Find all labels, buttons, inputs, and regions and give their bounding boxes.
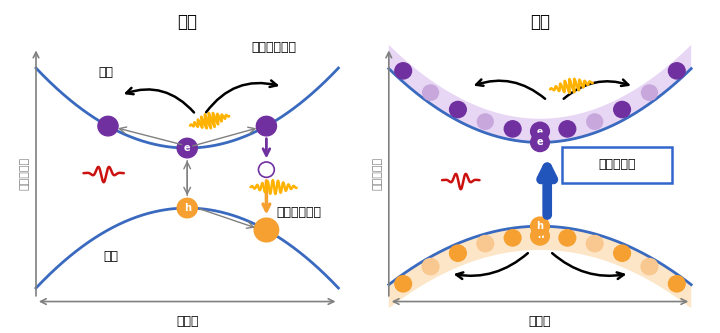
Text: バンド内電流: バンド内電流 xyxy=(251,41,296,54)
Text: 運動量: 運動量 xyxy=(528,315,552,328)
Circle shape xyxy=(613,102,631,118)
Circle shape xyxy=(559,230,576,246)
Circle shape xyxy=(531,217,549,235)
Circle shape xyxy=(642,85,657,100)
Circle shape xyxy=(531,227,549,245)
Text: h: h xyxy=(184,203,191,213)
Circle shape xyxy=(587,114,603,129)
Text: e: e xyxy=(184,143,191,153)
Circle shape xyxy=(423,85,438,100)
Text: 電子: 電子 xyxy=(98,66,113,79)
Text: 非線形励起: 非線形励起 xyxy=(598,158,636,171)
Circle shape xyxy=(586,235,603,252)
Circle shape xyxy=(98,116,118,136)
Circle shape xyxy=(449,102,467,118)
Text: 今回: 今回 xyxy=(530,13,550,31)
Text: バンド間分極: バンド間分極 xyxy=(276,206,322,219)
Circle shape xyxy=(177,198,197,218)
Circle shape xyxy=(449,245,467,261)
Polygon shape xyxy=(389,45,691,143)
Circle shape xyxy=(668,276,685,292)
Circle shape xyxy=(531,122,549,141)
Circle shape xyxy=(254,218,279,242)
Text: e: e xyxy=(537,127,543,136)
Circle shape xyxy=(422,258,439,275)
Text: エネルギー: エネルギー xyxy=(372,157,382,190)
Text: h: h xyxy=(536,221,544,231)
Circle shape xyxy=(477,235,494,252)
Circle shape xyxy=(613,245,631,261)
Circle shape xyxy=(395,276,412,292)
Text: e: e xyxy=(536,138,544,148)
Circle shape xyxy=(531,134,549,152)
Polygon shape xyxy=(389,226,691,308)
Circle shape xyxy=(668,63,685,79)
Text: 運動量: 運動量 xyxy=(176,315,199,328)
Circle shape xyxy=(395,63,412,79)
Circle shape xyxy=(504,230,521,246)
Circle shape xyxy=(477,114,493,129)
Circle shape xyxy=(504,121,521,137)
Text: h: h xyxy=(536,231,544,240)
Circle shape xyxy=(256,116,276,136)
FancyBboxPatch shape xyxy=(562,147,672,183)
Text: エネルギー: エネルギー xyxy=(19,157,30,190)
Text: 正孔: 正孔 xyxy=(104,250,119,263)
Circle shape xyxy=(559,121,576,137)
Circle shape xyxy=(641,258,658,275)
Text: 従来: 従来 xyxy=(177,13,197,31)
Circle shape xyxy=(177,138,197,158)
